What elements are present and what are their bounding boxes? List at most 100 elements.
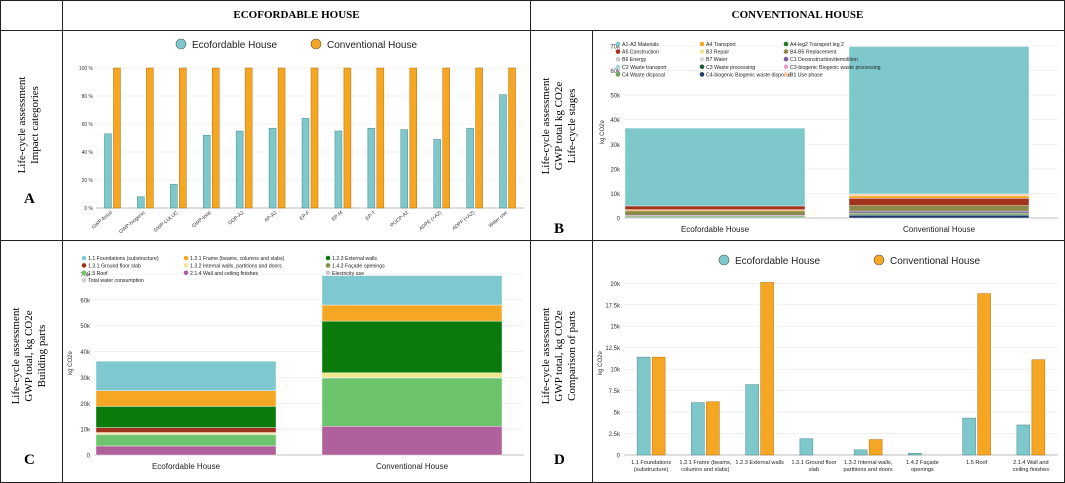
y-tick-label: 70k: [610, 45, 621, 51]
x-tick-label: GWP-total: [191, 210, 213, 229]
legend-marker: [615, 49, 621, 54]
stage-seg-1-4: [848, 198, 1030, 206]
legend-marker: [615, 41, 621, 47]
panel-letter-c: C: [24, 452, 35, 468]
chart-c-panel: 0 10k 20k 30k 40k 50k 60k 70k kg CO2e Ecofordable…: [66, 243, 528, 480]
legend-marker: [699, 56, 705, 62]
chart-d: Ecofordable House Conventional House 0 2.5k…: [598, 254, 1058, 473]
legend-label: 2.1.4 Wall and ceiling finishes: [190, 271, 259, 277]
legend-marker: [699, 41, 705, 47]
x-tick-label: EP-M: [331, 210, 344, 223]
legend-label: 1.1 Foundations (substructure): [88, 256, 159, 262]
x-tick-label: GWP-fossil: [91, 210, 114, 231]
legend-label: A1-A3 Materials: [622, 42, 659, 48]
legend-marker: [699, 64, 705, 70]
bar-eco-3: [799, 438, 814, 456]
legend-label: C1 Deconstruction/demolition: [790, 57, 858, 63]
legend-label: B7 Water: [706, 57, 728, 63]
bar-eco-3: [202, 134, 211, 209]
legend-label: B3 Repair: [706, 50, 729, 56]
x-tick-label: Ecofordable House: [152, 462, 221, 471]
y-tick-label: 17.5k: [605, 303, 621, 309]
x-tick-label: Ecofordable House: [681, 225, 750, 234]
y-tick-label: 12.5k: [605, 346, 621, 352]
bar-eco-7: [334, 130, 343, 209]
stage-seg-1-6: [848, 193, 1030, 197]
x-tick-label: ADPE (+A2): [418, 210, 443, 232]
legend-conv-label: Conventional House: [890, 256, 980, 267]
legend-label: 1.4.2 Façade openings: [332, 263, 385, 269]
legend-label: 1.5 Roof: [88, 271, 108, 277]
y-tick-label: 20 %: [82, 178, 94, 184]
stage-seg-0-3: [624, 210, 806, 216]
x-tick-label: GWP-LULUC: [153, 210, 180, 234]
bar-conv-4: [868, 439, 883, 456]
y-tick-label: 5k: [614, 411, 621, 417]
side-label-c: Life-cycle assessment GWP total, kg CO2e B…: [10, 307, 48, 405]
x-tick-label: Conventional House: [903, 225, 976, 234]
legend-marker: [783, 56, 789, 62]
stage-seg-1-2: [848, 210, 1030, 214]
header-conventional: CONVENTIONAL HOUSE: [731, 9, 864, 21]
legend-label: 1.3.2 Internal walls, partitions and doo…: [190, 263, 282, 269]
bar-conv-5: [277, 67, 286, 209]
legend-marker: [183, 263, 189, 268]
y-axis-label: kg CO2e: [68, 351, 74, 375]
y-tick-label: 10k: [610, 368, 621, 374]
x-tick-label: Water use: [488, 210, 509, 229]
chart-d-panel: Ecofordable House Conventional House 0 2.5k…: [596, 243, 1062, 480]
legend-marker: [699, 49, 705, 54]
legend-label: A5 Construction: [622, 50, 659, 56]
bar-conv-10: [442, 67, 450, 209]
chart-a: Ecofordable House Conventional House 0 % 20…: [79, 38, 524, 236]
legend-marker: [183, 270, 189, 276]
x-tick-label: EP-T: [365, 210, 378, 222]
y-tick-label: 0: [617, 217, 621, 223]
x-tick-label: EP-F: [299, 210, 312, 222]
y-tick-label: 20k: [610, 167, 621, 173]
part-seg-0-7: [95, 360, 277, 391]
y-tick-label: 7.5k: [609, 389, 621, 395]
bar-eco-11: [466, 127, 474, 209]
y-tick-label: 10k: [610, 192, 621, 198]
y-tick-label: 100 %: [79, 66, 94, 72]
bar-eco-4: [853, 449, 868, 456]
legend-marker: [615, 72, 621, 77]
x-tick-label: Conventional House: [376, 462, 449, 471]
bar-eco-6: [962, 417, 976, 456]
bar-conv-1: [146, 67, 154, 209]
x-tick-label: ODP-A2: [227, 210, 245, 227]
legend-label: B4-B5 Replacement: [790, 50, 837, 56]
legend-eco-label: Ecofordable House: [192, 40, 277, 51]
bar-eco-5: [268, 127, 277, 209]
legend-marker: [783, 41, 789, 47]
legend-conv-marker: [310, 38, 322, 50]
stage-seg-0-6: [624, 127, 806, 207]
legend-label: C4-biogenic Biogenic waste disposal: [706, 72, 791, 78]
part-seg-0-0: [95, 445, 277, 456]
legend-label: A4-leg2 Transport leg 2: [790, 42, 844, 48]
part-seg-1-4: [321, 320, 503, 373]
x-tick-label: GWP-biogenic: [118, 210, 147, 236]
legend-label: Total water consumption: [88, 278, 144, 284]
legend-label: C2 Waste transport: [622, 65, 667, 71]
y-tick-label: 15k: [610, 325, 621, 331]
bar-conv-7: [343, 67, 352, 209]
bar-conv-11: [475, 67, 483, 209]
part-seg-0-6: [95, 390, 277, 407]
bar-conv-3: [211, 67, 220, 209]
legend-marker: [783, 72, 789, 77]
y-tick-label: 40k: [80, 350, 91, 356]
chart-b: 0 10k 20k 30k 40k 50k 60k 70k kg CO2e Ecofordable…: [600, 41, 1058, 234]
part-seg-1-0: [321, 426, 503, 456]
y-tick-label: 0: [617, 454, 621, 460]
legend-conv-marker: [873, 254, 885, 266]
part-seg-0-3: [95, 432, 277, 435]
bar-conv-12: [508, 67, 516, 209]
y-tick-label: 50k: [80, 324, 91, 330]
bar-eco-0: [104, 133, 112, 209]
part-seg-1-1: [321, 377, 503, 427]
chart-b-panel: 0 10k 20k 30k 40k 50k 60k 70k kg CO2e Ecofordable…: [596, 32, 1062, 238]
legend-marker: [81, 270, 87, 276]
panel-letter-a: A: [24, 191, 35, 207]
